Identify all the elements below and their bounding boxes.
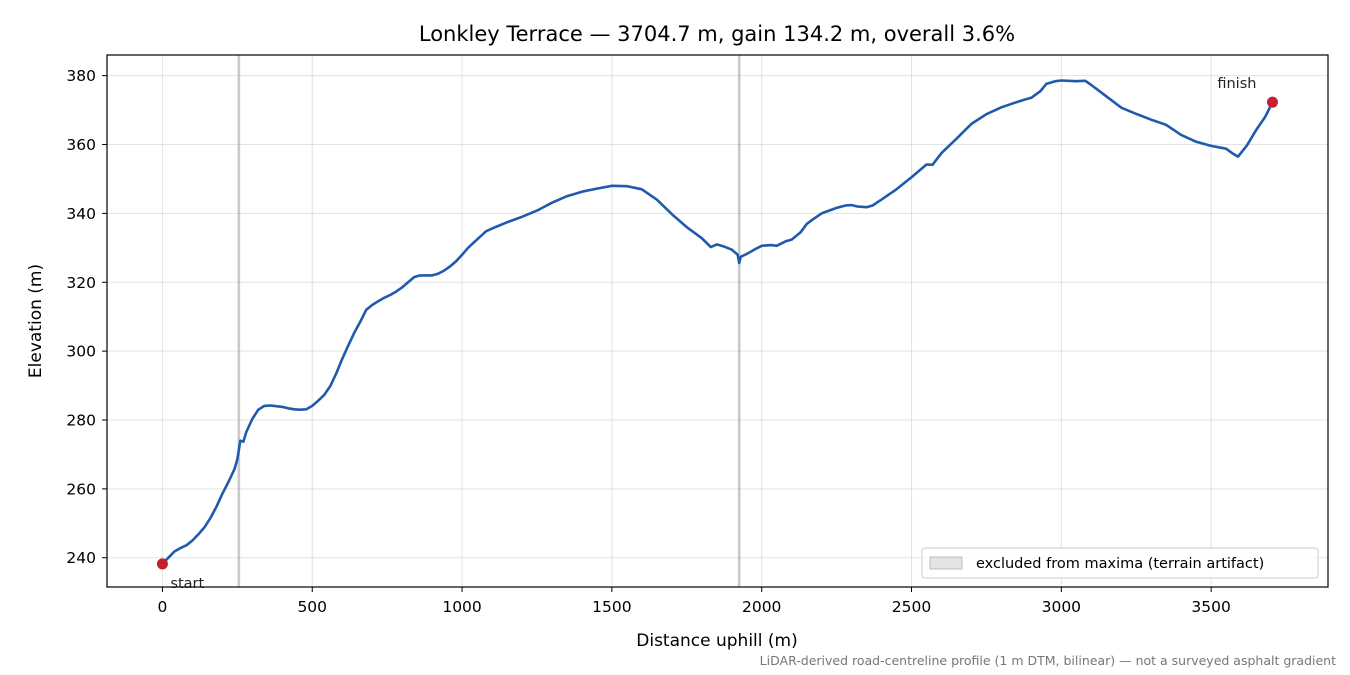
y-tick-label: 240 xyxy=(66,549,96,567)
legend-swatch-excluded xyxy=(929,556,963,570)
x-tick-label: 3000 xyxy=(1042,598,1081,616)
plot-frame xyxy=(106,54,1329,588)
x-tick-label: 2500 xyxy=(892,598,931,616)
start-point xyxy=(156,558,168,570)
x-axis-label: Distance uphill (m) xyxy=(636,631,797,651)
y-tick-label: 300 xyxy=(66,343,96,361)
x-tick-label: 1000 xyxy=(442,598,481,616)
y-tick-label: 260 xyxy=(66,480,96,498)
grid-lines xyxy=(107,55,1328,587)
legend-entry-excluded: excluded from maxima (terrain artifact) xyxy=(976,556,1264,572)
y-axis-label: Elevation (m) xyxy=(26,264,46,378)
y-axis-ticks: 240 260 280 300 320 340 360 380 xyxy=(66,67,107,567)
finish-label: finish xyxy=(1217,76,1256,92)
start-label: start xyxy=(170,576,204,592)
x-tick-label: 2000 xyxy=(742,598,781,616)
x-tick-label: 1500 xyxy=(592,598,631,616)
finish-point xyxy=(1266,96,1278,108)
y-tick-label: 280 xyxy=(66,411,96,429)
y-tick-label: 360 xyxy=(66,136,96,154)
x-tick-label: 3500 xyxy=(1191,598,1230,616)
footnote: LiDAR-derived road-centreline profile (1… xyxy=(760,653,1336,668)
legend: excluded from maxima (terrain artifact) xyxy=(921,547,1319,579)
y-tick-label: 320 xyxy=(66,274,96,292)
elevation-line xyxy=(161,79,1274,566)
x-tick-label: 500 xyxy=(297,598,327,616)
y-tick-label: 340 xyxy=(66,205,96,223)
y-tick-label: 380 xyxy=(66,67,96,85)
excluded-markers xyxy=(237,55,741,587)
chart-title: Lonkley Terrace — 3704.7 m, gain 134.2 m… xyxy=(419,22,1015,46)
x-axis-ticks: 0 500 1000 1500 2000 2500 3000 3500 xyxy=(157,587,1231,616)
annotation-points: start finish xyxy=(156,76,1278,592)
legend-box xyxy=(921,547,1319,579)
series-layer xyxy=(161,79,1274,566)
x-tick-label: 0 xyxy=(157,598,167,616)
